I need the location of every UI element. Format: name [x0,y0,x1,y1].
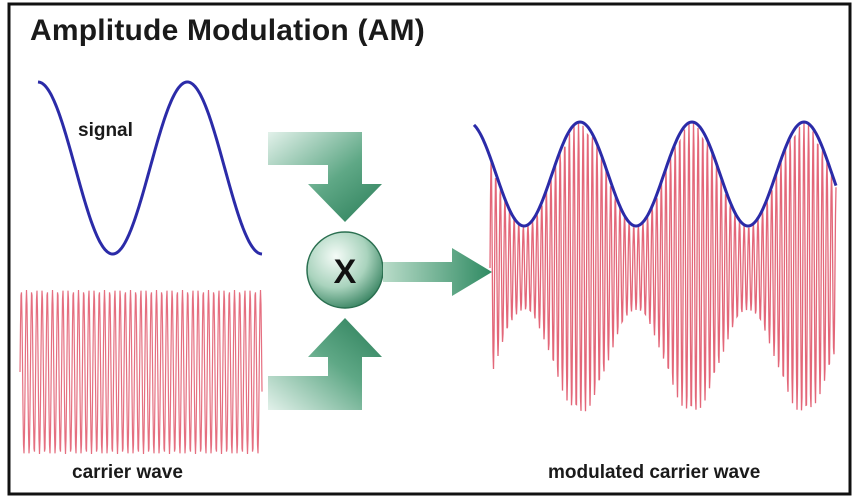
modulated-carrier-wave-label: modulated carrier wave [548,462,761,483]
diagram-border [7,2,852,496]
carrier-wave-path [19,289,263,455]
modulated-wave-path [489,122,837,412]
modulation-envelope [472,120,838,228]
arrow-up-from-carrier [268,318,382,410]
carrier-wave-label: carrier wave [72,462,183,483]
arrow-down-from-signal [268,132,382,222]
carrier-waveform [19,289,263,455]
multiply-symbol: X [333,253,357,291]
signal-waveform [37,80,263,256]
arrow-right-to-output [383,248,492,296]
modulated-carrier-waveform [489,122,837,412]
signal-label: signal [78,120,133,141]
diagram-title: Amplitude Modulation (AM) [30,14,425,47]
